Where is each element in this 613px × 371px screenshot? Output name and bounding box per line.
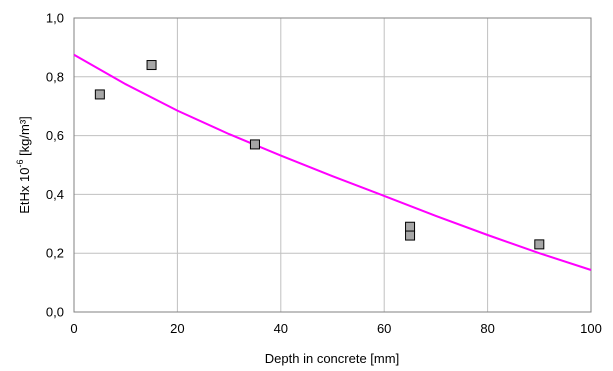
data-point xyxy=(146,60,157,71)
y-axis-title-exponent: -6 xyxy=(15,160,25,168)
y-tick-label: 0,4 xyxy=(46,187,64,202)
y-tick-label: 0,6 xyxy=(46,128,64,143)
data-point xyxy=(405,230,416,241)
y-tick-label: 0,2 xyxy=(46,246,64,261)
y-axis-title-prefix: EtHx 10 xyxy=(17,168,32,214)
y-axis-title: EtHx 10-6 [kg/m³] xyxy=(15,116,32,214)
x-tick-label: 100 xyxy=(580,321,602,336)
y-tick-label: 0,0 xyxy=(46,305,64,320)
data-point xyxy=(405,221,416,232)
trend-line xyxy=(73,53,592,271)
x-axis-tick-labels: 0 20 40 60 80 100 xyxy=(70,321,601,336)
data-point xyxy=(249,139,260,150)
x-axis-title: Depth in concrete [mm] xyxy=(265,351,399,366)
x-tick-label: 20 xyxy=(170,321,184,336)
grid-lines xyxy=(74,18,591,312)
x-tick-label: 0 xyxy=(70,321,77,336)
y-tick-label: 1,0 xyxy=(46,11,64,26)
x-tick-label: 40 xyxy=(274,321,288,336)
data-point xyxy=(534,239,545,250)
y-axis-tick-labels: 0,0 0,2 0,4 0,6 0,8 1,0 xyxy=(46,11,64,320)
x-tick-label: 60 xyxy=(377,321,391,336)
y-tick-label: 0,8 xyxy=(46,69,64,84)
data-points xyxy=(94,60,545,250)
y-axis-title-suffix: [kg/m³] xyxy=(17,116,32,159)
data-point xyxy=(94,89,105,100)
plot-area-frame xyxy=(73,17,592,313)
x-tick-label: 80 xyxy=(480,321,494,336)
